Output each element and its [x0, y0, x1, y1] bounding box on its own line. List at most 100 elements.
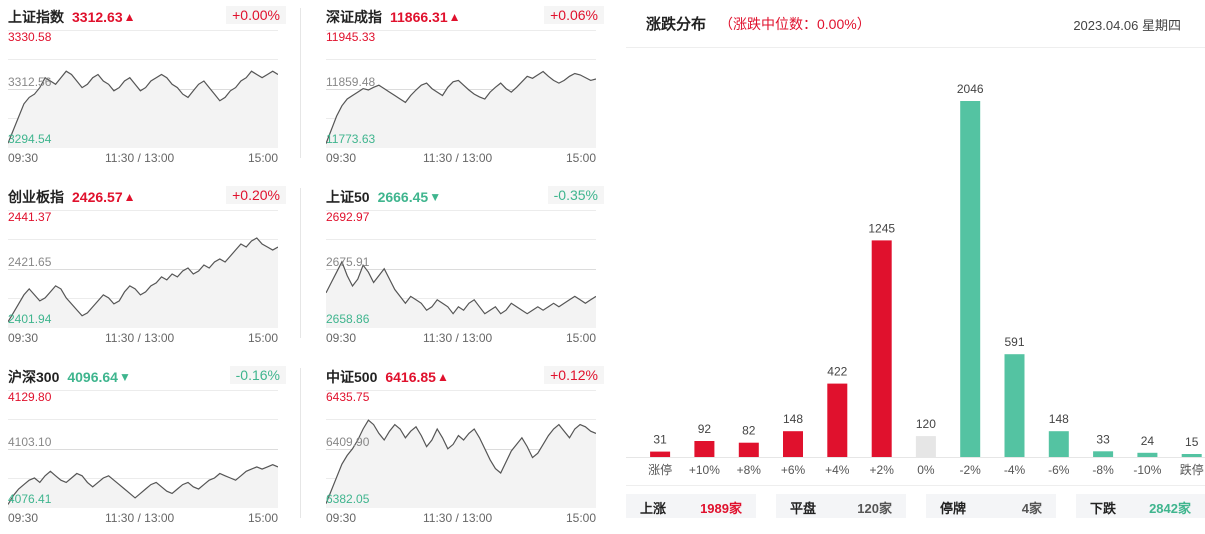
- category-label: 0%: [917, 463, 935, 477]
- sparkline-area: [8, 238, 278, 328]
- high-label: 6435.75: [326, 390, 370, 404]
- index-change-badge: +0.12%: [544, 366, 604, 384]
- index-card[interactable]: 上证50 2666.45 ▼ -0.35% 2692.97 2675.91 2658.86 0…: [318, 180, 608, 354]
- arrow-up-icon: ▲: [123, 10, 136, 24]
- sparkline-area: [326, 420, 596, 508]
- time-start: 09:30: [326, 331, 357, 345]
- bar-value-label: 33: [1096, 432, 1110, 446]
- index-value: 2426.57: [72, 189, 123, 205]
- summary-unit: 家: [878, 501, 892, 516]
- category-label: +10%: [689, 463, 720, 477]
- index-sparkline: 6435.75 6409.90 6382.05: [326, 390, 596, 508]
- time-axis: 09:30 11:30 / 13:00 15:00: [326, 331, 596, 347]
- index-card[interactable]: 创业板指 2426.57 ▲ +0.20% 2441.37 2421.65 2401.94 0…: [0, 180, 290, 354]
- sparkline-svg: [8, 30, 278, 148]
- time-start: 09:30: [326, 511, 357, 525]
- bar-value-label: 422: [827, 365, 847, 379]
- index-name: 中证500: [326, 369, 378, 385]
- index-change-badge: -0.16%: [229, 366, 286, 384]
- arrow-up-icon: ▲: [123, 190, 136, 204]
- summary-label: 平盘: [790, 501, 817, 516]
- bar: [827, 383, 848, 457]
- category-label: +2%: [870, 463, 895, 477]
- time-axis: 09:30 11:30 / 13:00 15:00: [326, 151, 596, 167]
- index-name: 深证成指: [326, 9, 382, 25]
- summary-count: 2842: [1149, 501, 1178, 516]
- low-label: 4076.41: [8, 492, 52, 506]
- high-label: 3330.58: [8, 30, 52, 44]
- bar-value-label: 92: [698, 422, 712, 436]
- summary-count: 1989: [700, 501, 729, 516]
- summary-cell-fall: 下跌 2842家: [1076, 494, 1205, 518]
- time-axis: 09:30 11:30 / 13:00 15:00: [326, 511, 596, 527]
- bar: [1137, 452, 1158, 457]
- index-card-header: 上证50 2666.45 ▼ -0.35%: [326, 186, 604, 208]
- index-change-badge: +0.20%: [226, 186, 286, 204]
- summary-value: 2842家: [1149, 498, 1191, 517]
- mid-label: 4103.10: [8, 435, 52, 449]
- index-card-header: 沪深300 4096.64 ▼ -0.16%: [8, 366, 286, 388]
- distribution-panel: 涨跌分布 （涨跌中位数：0.00%） 2023.04.06 星期四 31 涨停 92…: [626, 0, 1205, 522]
- sparkline-line: [8, 464, 278, 505]
- index-value: 11866.31: [390, 9, 448, 25]
- sparkline-line: [326, 260, 596, 315]
- sparkline-line: [8, 237, 278, 323]
- time-end: 15:00: [565, 331, 596, 345]
- summary-value: 4家: [1022, 498, 1042, 517]
- index-value: 2666.45: [377, 189, 429, 205]
- bar: [783, 431, 803, 457]
- summary-unit: 家: [1177, 501, 1191, 516]
- bar: [1181, 454, 1202, 457]
- sparkline-svg: [326, 210, 596, 328]
- category-label: +4%: [825, 463, 850, 477]
- high-label: 11945.33: [326, 30, 376, 44]
- mid-label: 2421.65: [8, 255, 52, 269]
- category-label: +8%: [737, 463, 762, 477]
- distribution-title: 涨跌分布: [646, 16, 707, 33]
- index-card-header: 上证指数 3312.63 ▲ +0.00%: [8, 6, 286, 28]
- time-end: 15:00: [565, 511, 596, 525]
- time-start: 09:30: [8, 511, 39, 525]
- index-card[interactable]: 沪深300 4096.64 ▼ -0.16% 4129.80 4103.10 4076.41…: [0, 360, 290, 534]
- low-label: 11773.63: [326, 132, 376, 146]
- index-sparkline: 11945.33 11859.48 11773.63: [326, 30, 596, 148]
- index-name: 上证指数: [8, 9, 64, 25]
- high-label: 2692.97: [326, 210, 370, 224]
- time-mid: 11:30 / 13:00: [105, 151, 175, 165]
- summary-label: 下跌: [1090, 501, 1117, 516]
- sparkline-area: [326, 71, 596, 148]
- header-divider: [626, 47, 1205, 48]
- summary-cell-rise: 上涨 1989家: [626, 494, 756, 518]
- high-label: 2441.37: [8, 210, 52, 224]
- time-start: 09:30: [8, 331, 39, 345]
- time-axis: 09:30 11:30 / 13:00 15:00: [8, 511, 278, 527]
- column-divider-bottom: [300, 368, 301, 518]
- arrow-down-icon: ▼: [118, 370, 131, 384]
- bar-value-label: 591: [1004, 335, 1024, 349]
- arrow-down-icon: ▼: [429, 190, 442, 204]
- mid-label: 6409.90: [326, 435, 370, 449]
- index-sparkline: 2692.97 2675.91 2658.86: [326, 210, 596, 328]
- summary-cell-neutral: 停牌 4家: [926, 494, 1056, 518]
- summary-bar: 上涨 1989家 平盘 120家 停牌 4家 下跌 2842家: [626, 494, 1205, 520]
- distribution-date: 2023.04.06 星期四: [1073, 18, 1181, 33]
- index-card[interactable]: 中证500 6416.85 ▲ +0.12% 6435.75 6409.90 6382.05…: [318, 360, 608, 534]
- time-end: 15:00: [247, 511, 278, 525]
- category-label: -2%: [960, 463, 982, 477]
- time-start: 09:30: [326, 151, 357, 165]
- index-card[interactable]: 上证指数 3312.63 ▲ +0.00% 3330.58 3312.56 3294.54 0…: [0, 0, 290, 174]
- arrow-up-icon: ▲: [436, 370, 449, 384]
- sparkline-svg: [326, 30, 596, 148]
- distribution-subtitle: （涨跌中位数：0.00%）: [719, 16, 871, 32]
- category-label: 跌停: [1180, 462, 1204, 477]
- bar: [694, 441, 715, 457]
- sparkline-svg: [8, 210, 278, 328]
- bar: [650, 451, 671, 457]
- sparkline-area: [326, 261, 596, 328]
- index-name: 上证50: [326, 189, 370, 205]
- bar: [915, 436, 936, 457]
- summary-value: 1989家: [700, 498, 742, 517]
- index-card[interactable]: 深证成指 11866.31 ▲ +0.06% 11945.33 11859.48 11773…: [318, 0, 608, 174]
- category-label: 涨停: [648, 462, 672, 477]
- low-label: 2401.94: [8, 312, 52, 326]
